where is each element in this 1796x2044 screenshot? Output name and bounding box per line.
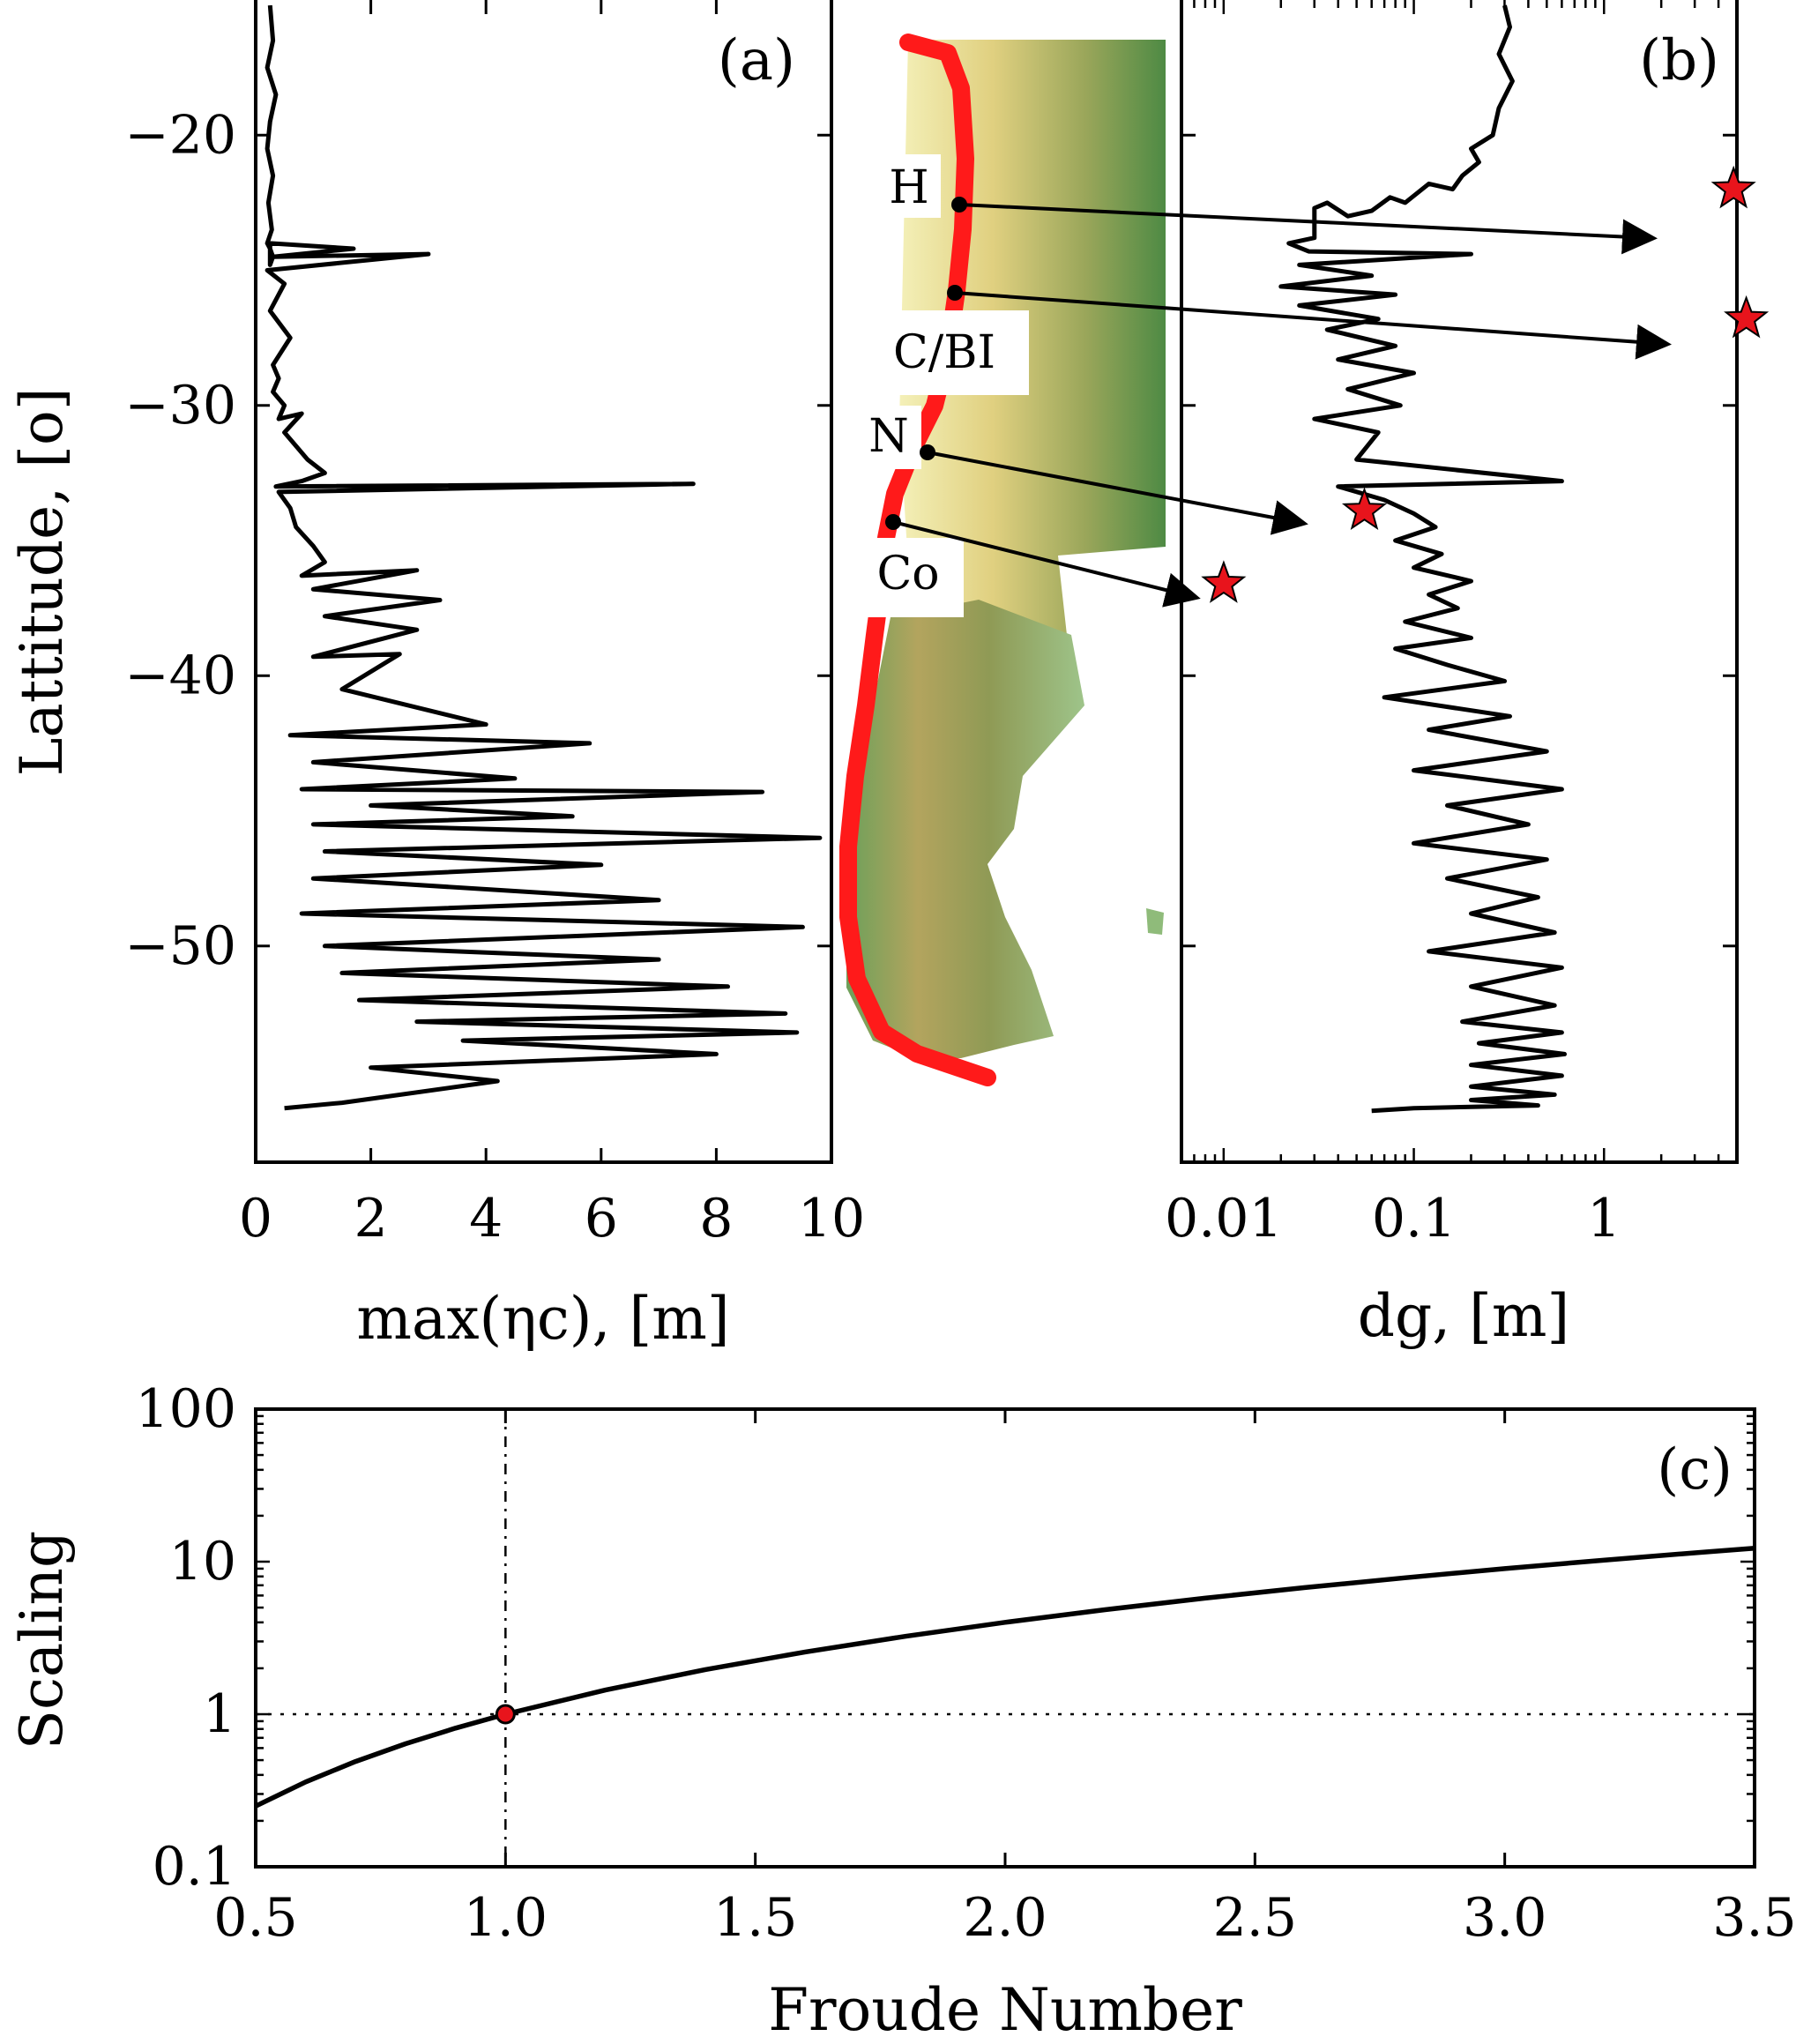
x-tick-label-c: 3.5	[1712, 1887, 1796, 1949]
site-label-co: Co	[876, 548, 939, 601]
label-box-n	[860, 406, 921, 469]
y-tick-label-c: 0.1	[153, 1836, 236, 1898]
y-tick-label-c: 10	[169, 1531, 236, 1593]
y-tick-label-a: −30	[124, 375, 236, 436]
x-tick-label-c: 3.0	[1463, 1887, 1546, 1949]
x-tick-label-c: 2.0	[963, 1887, 1047, 1949]
star-marker	[1710, 165, 1756, 209]
site-label-n: N	[868, 410, 909, 463]
x-tick-label-c: 2.5	[1213, 1887, 1297, 1949]
axes-frame-c	[254, 1407, 1756, 1869]
x-tick-label-c: 1.5	[713, 1887, 797, 1949]
site-label-h: H	[889, 161, 928, 214]
x-tick-label-c: 1.0	[464, 1887, 548, 1949]
label-box-cbi	[860, 310, 1029, 395]
panel-a: 0 2 4 6 8 10 −20 −30 −40 −50 max(ηc), [m] Lattitude…	[8, 0, 865, 1353]
arrow-n	[927, 451, 1308, 535]
x-tick-label-c: 0.5	[213, 1887, 297, 1949]
x-axis-label-c: Froude Number	[768, 1976, 1242, 2044]
panel-label-b: (b)	[1639, 28, 1719, 93]
y-tick-label-a: −50	[124, 915, 236, 977]
x-tick-label-b: 1	[1587, 1188, 1621, 1250]
panel-c: 0.5 1.0 1.5 2.0 2.5 3.0 3.5 0.1 1 10 100 Froude Num…	[8, 1378, 1796, 2044]
reference-point-marker	[495, 1704, 516, 1725]
map-annotations: H C/BI N Co	[860, 154, 1672, 617]
series-line-c	[254, 1546, 1755, 1809]
x-tick-label-a: 0	[239, 1188, 272, 1250]
star-marker	[1201, 560, 1247, 603]
terrain-south	[846, 600, 1084, 1058]
x-tick-label-a: 4	[469, 1188, 503, 1250]
axes-frame-a	[254, 0, 833, 1164]
x-tick-label-a: 6	[585, 1188, 618, 1250]
panel-label-a: (a)	[718, 28, 795, 93]
x-axis-label-a: max(ηc), [m]	[356, 1285, 729, 1353]
site-label-cbi: C/BI	[893, 326, 995, 379]
x-tick-label-a: 2	[354, 1188, 388, 1250]
panel-label-c: (c)	[1657, 1437, 1733, 1503]
arrow-h	[958, 203, 1658, 255]
y-axis-label-a: Lattitude, [o]	[8, 388, 76, 777]
label-box-h	[877, 154, 941, 218]
star-marker	[1341, 487, 1388, 531]
y-tick-label-a: −40	[124, 645, 236, 706]
axes-frame-b	[1180, 0, 1739, 1164]
y-tick-label-a: −20	[124, 104, 236, 166]
panel-b: 0.01 0.1 1 dg, [m] (b)	[1165, 0, 1770, 1350]
x-tick-label-a: 8	[699, 1188, 733, 1250]
y-axis-label-c: Scaling	[8, 1531, 76, 1750]
y-tick-label-c: 100	[135, 1378, 236, 1440]
x-tick-label-a: 10	[798, 1188, 865, 1250]
site-dot-n	[920, 444, 935, 460]
site-dot-co	[885, 514, 901, 530]
terrain-islands	[1146, 908, 1164, 935]
site-dot-h	[951, 197, 967, 213]
series-line-a	[265, 4, 823, 1111]
arrow-co	[892, 520, 1201, 608]
x-tick-label-b: 0.1	[1372, 1188, 1456, 1250]
x-axis-label-b: dg, [m]	[1358, 1282, 1570, 1350]
x-tick-label-b: 0.01	[1165, 1188, 1283, 1250]
label-box-co	[860, 538, 964, 617]
star-marker	[1724, 295, 1770, 339]
site-dot-cbi	[947, 285, 963, 301]
series-line-b	[1278, 4, 1567, 1114]
y-tick-label-c: 1	[203, 1683, 236, 1745]
arrow-cbi	[954, 291, 1672, 360]
